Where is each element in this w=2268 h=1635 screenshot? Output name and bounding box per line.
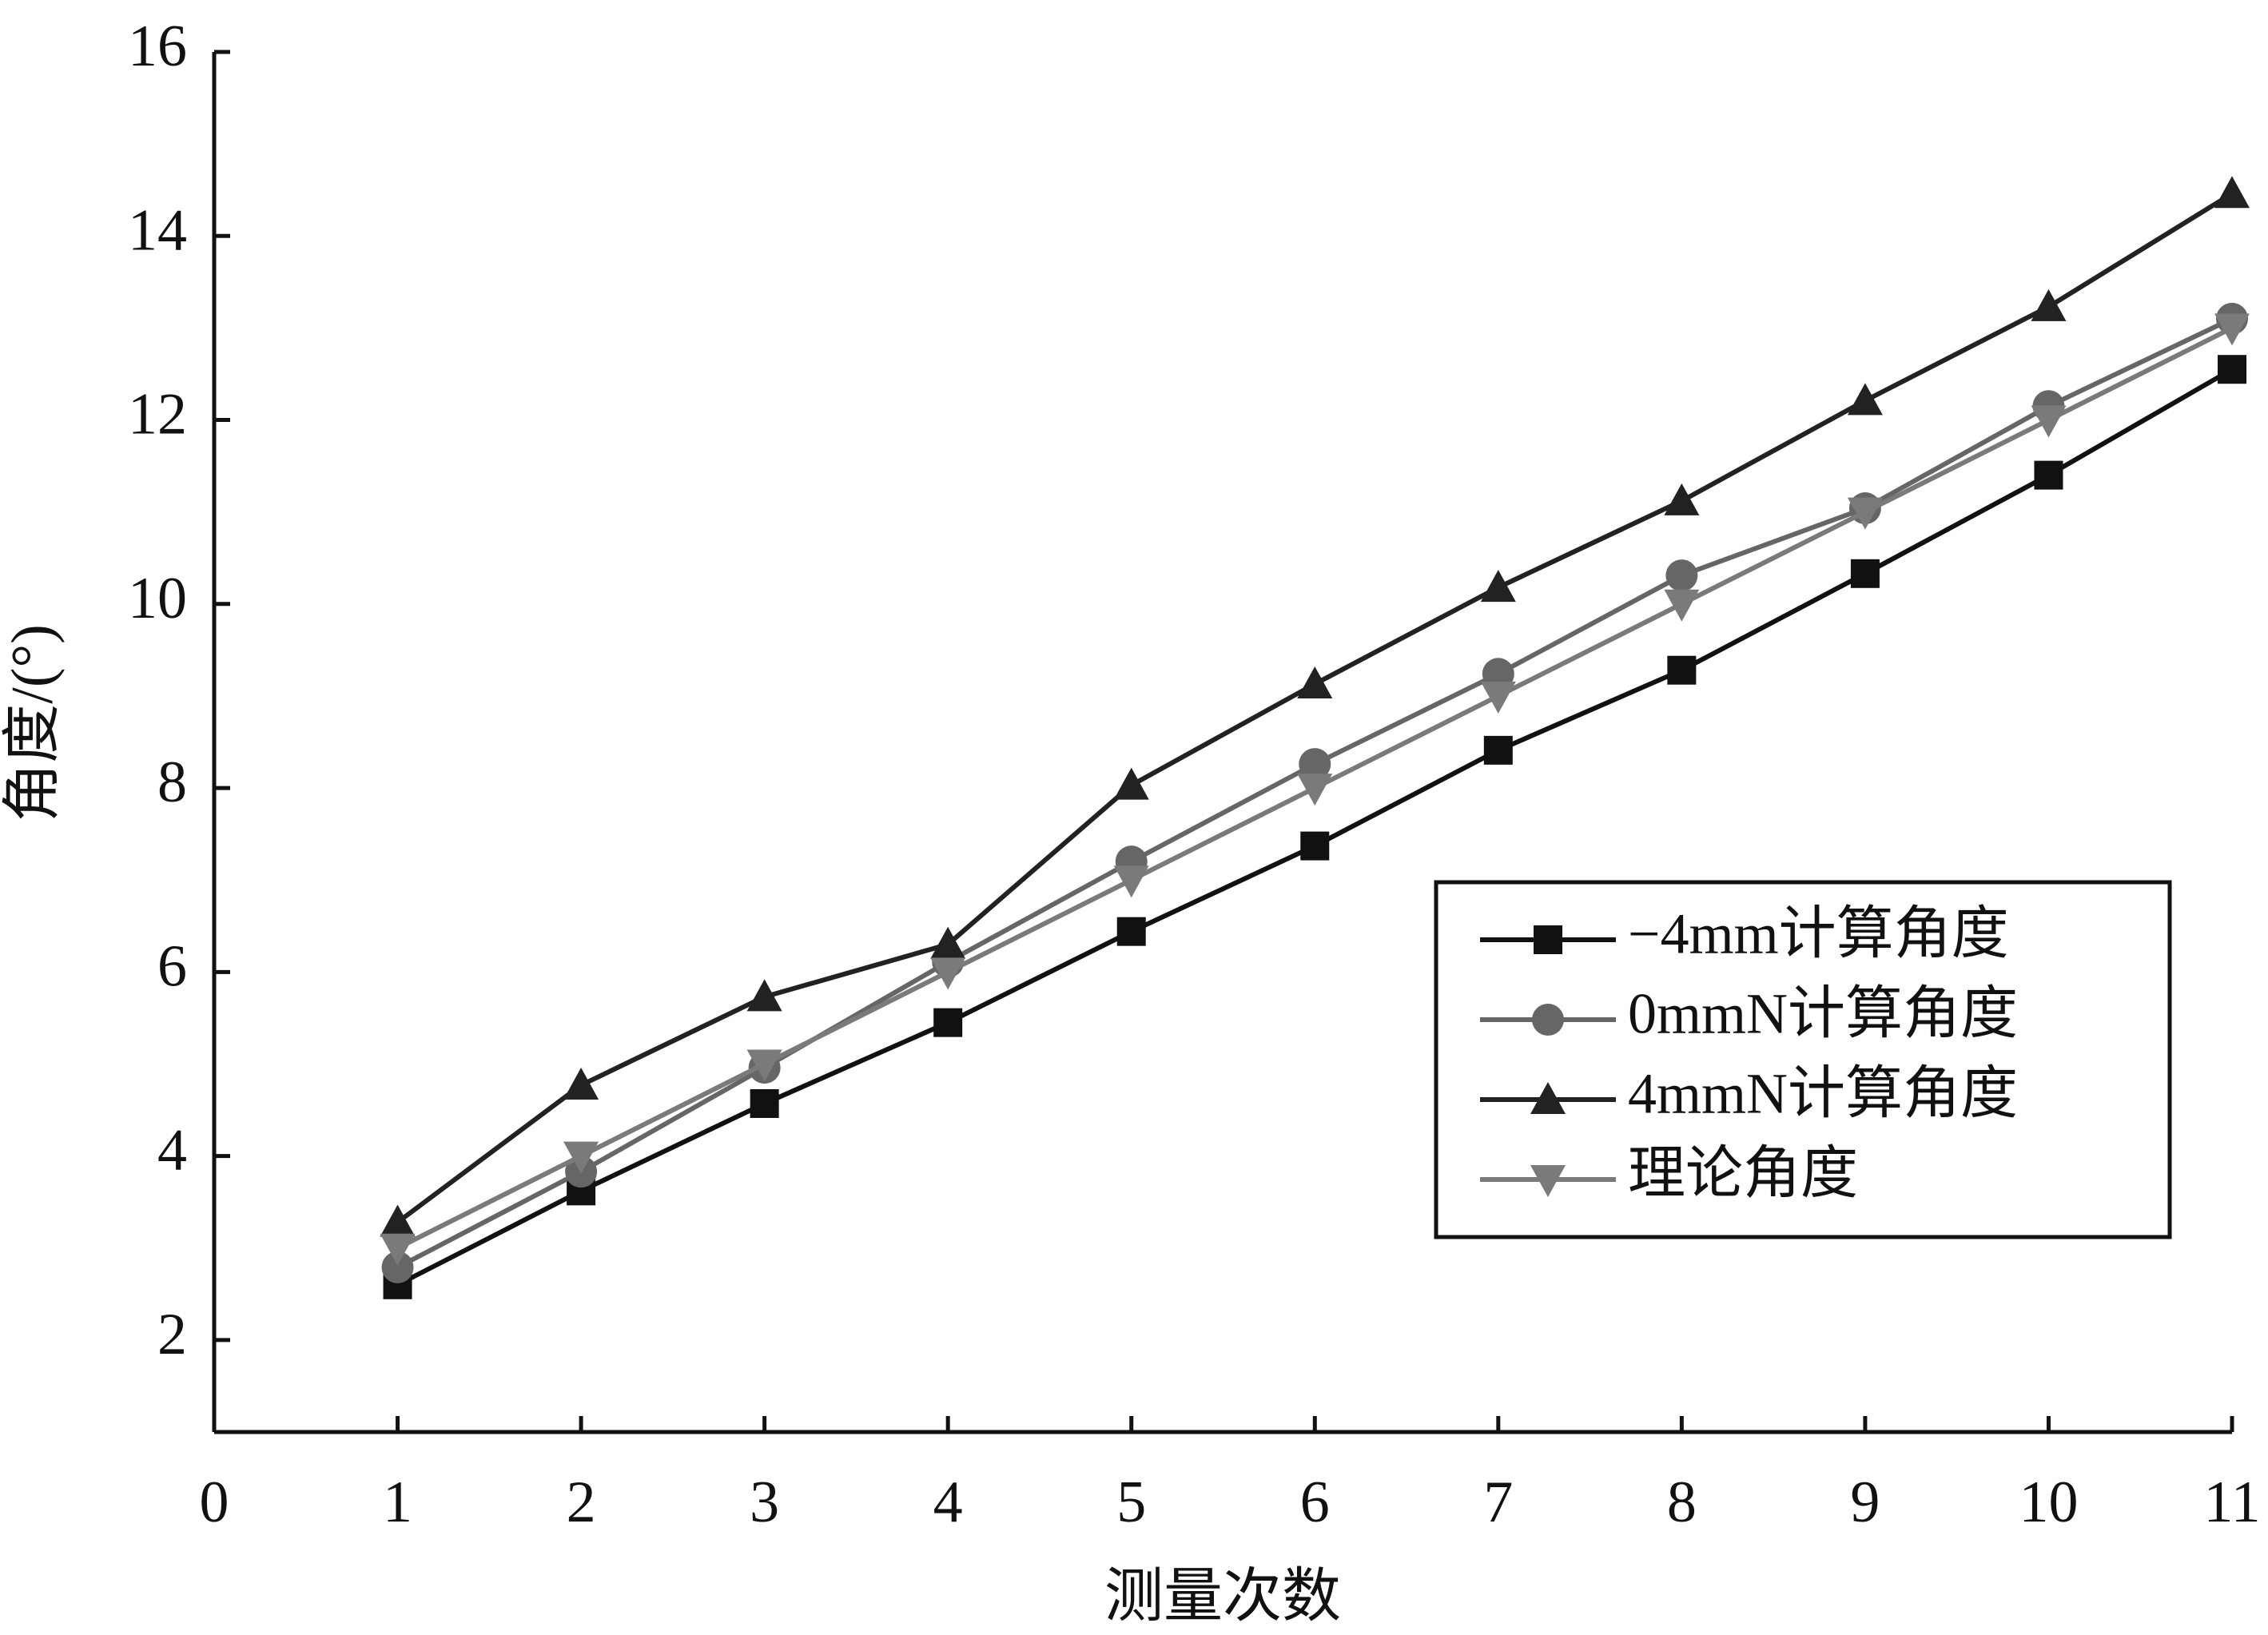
marker: [1532, 1004, 1564, 1036]
marker: [930, 926, 966, 959]
legend-label: −4mm计算角度: [1628, 902, 2009, 966]
x-tick-label: 8: [1667, 1470, 1697, 1535]
marker: [2218, 355, 2246, 384]
marker: [1664, 483, 1700, 515]
marker: [2214, 313, 2250, 346]
marker: [2214, 176, 2250, 209]
marker: [1667, 655, 1697, 685]
marker: [381, 1251, 414, 1283]
marker: [1300, 831, 1330, 861]
marker: [2034, 460, 2063, 490]
marker: [563, 1067, 599, 1100]
marker: [1534, 925, 1562, 954]
legend-label: 0mmN计算角度: [1628, 982, 2018, 1046]
y-tick-label: 10: [128, 566, 187, 631]
marker: [563, 1141, 599, 1174]
marker: [746, 979, 782, 1012]
y-tick-label: 14: [128, 197, 187, 263]
marker: [1664, 589, 1700, 622]
marker: [1113, 865, 1149, 898]
legend-label: 理论角度: [1628, 1142, 1858, 1206]
marker: [933, 1008, 963, 1037]
x-tick-label: 9: [1850, 1470, 1880, 1535]
marker: [2031, 288, 2067, 321]
x-tick-label: 10: [2019, 1470, 2078, 1535]
marker: [1297, 666, 1333, 698]
marker: [1530, 1082, 1566, 1114]
marker: [1847, 497, 1883, 530]
marker: [1665, 559, 1698, 592]
marker: [1483, 735, 1513, 765]
legend-label: 4mmN计算角度: [1628, 1062, 2018, 1126]
marker: [1113, 767, 1149, 800]
y-tick-label: 4: [157, 1118, 187, 1183]
marker: [1116, 917, 1146, 946]
y-tick-label: 6: [157, 933, 187, 999]
marker: [1850, 559, 1880, 588]
marker: [2031, 405, 2067, 438]
marker: [1299, 748, 1331, 781]
marker: [1847, 383, 1883, 416]
x-tick-label: 6: [1300, 1470, 1330, 1535]
x-tick-label: 0: [200, 1470, 229, 1535]
x-tick-label: 11: [2203, 1470, 2260, 1535]
marker: [1530, 1165, 1566, 1197]
marker: [1297, 774, 1333, 806]
y-tick-label: 8: [157, 750, 187, 815]
marker: [750, 1088, 779, 1118]
x-tick-label: 1: [383, 1470, 412, 1535]
x-tick-label: 5: [1116, 1470, 1146, 1535]
x-tick-label: 2: [567, 1470, 596, 1535]
y-axis-label: 角度/(°): [0, 624, 66, 821]
y-tick-label: 12: [128, 382, 187, 448]
marker: [1480, 681, 1516, 714]
x-tick-label: 4: [933, 1470, 963, 1535]
marker: [930, 957, 966, 990]
marker: [380, 1233, 416, 1266]
x-axis-label: 测量次数: [1104, 1564, 1341, 1629]
marker: [380, 1204, 416, 1237]
x-tick-label: 7: [1483, 1470, 1513, 1535]
y-tick-label: 2: [157, 1302, 187, 1367]
marker: [746, 1049, 782, 1082]
y-tick-label: 16: [128, 14, 187, 79]
x-tick-label: 3: [750, 1470, 779, 1535]
marker: [1480, 570, 1516, 603]
